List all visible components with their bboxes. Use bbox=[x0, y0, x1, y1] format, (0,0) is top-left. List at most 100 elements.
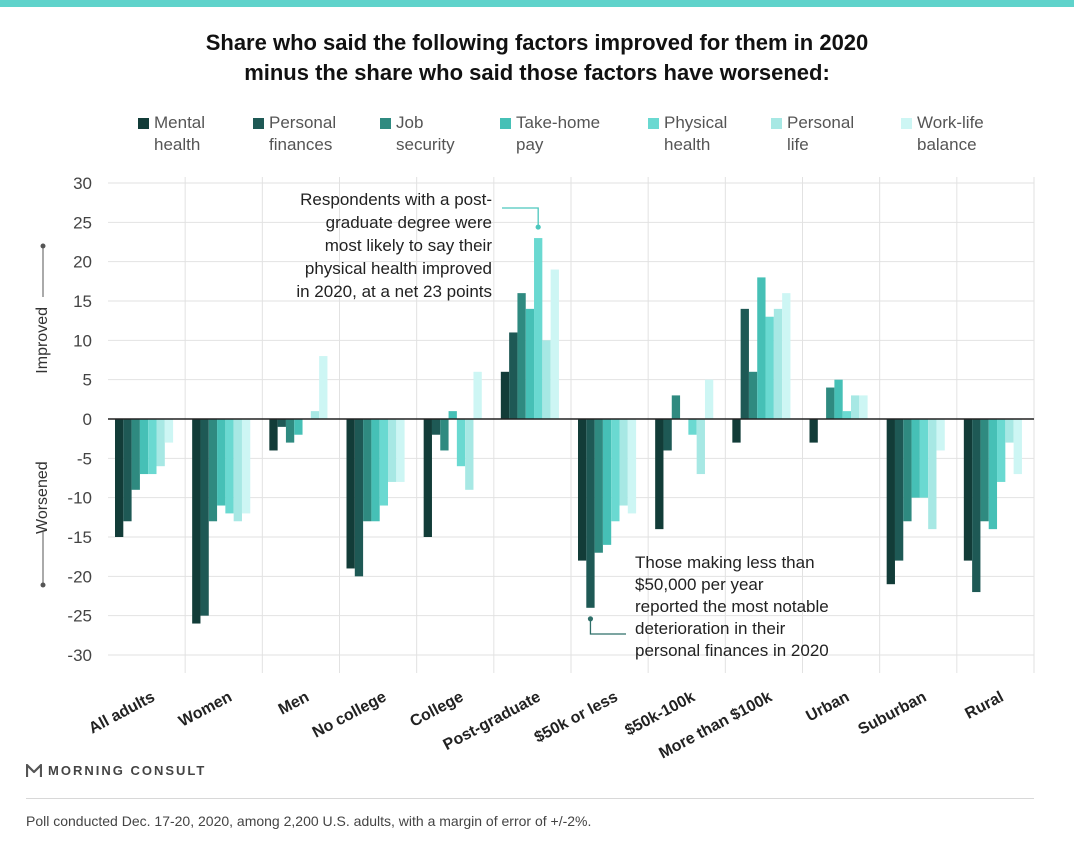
bar bbox=[269, 419, 278, 451]
legend-label-line: security bbox=[396, 135, 455, 154]
bar bbox=[217, 419, 226, 506]
bar bbox=[208, 419, 218, 522]
bar bbox=[285, 419, 295, 443]
bar bbox=[294, 419, 303, 435]
x-category-label: Women bbox=[176, 689, 235, 731]
y-tick-label: 15 bbox=[73, 292, 92, 311]
legend-label: Take-home pay bbox=[516, 112, 600, 156]
footnote: Poll conducted Dec. 17-20, 2020, among 2… bbox=[26, 813, 592, 829]
bar bbox=[388, 419, 397, 482]
legend-label-line: Mental bbox=[154, 113, 206, 132]
legend-swatch bbox=[138, 118, 149, 129]
bar bbox=[859, 395, 868, 419]
bar bbox=[123, 419, 132, 522]
bar bbox=[241, 419, 251, 514]
bar bbox=[809, 419, 818, 443]
annotation-2-line: Those making less than bbox=[635, 553, 815, 572]
x-category-label: College bbox=[407, 688, 466, 730]
legend-swatch bbox=[648, 118, 659, 129]
annotation-2-line: deterioration in their bbox=[635, 619, 786, 638]
bar bbox=[542, 340, 551, 419]
chart-legend: Mental health Personal finances Job security T… bbox=[0, 112, 1074, 162]
bar bbox=[423, 419, 432, 537]
legend-label: Physical health bbox=[664, 112, 727, 156]
annotation-1-leader bbox=[502, 207, 539, 228]
bar bbox=[773, 308, 783, 419]
bar bbox=[115, 419, 124, 537]
annotation-1-line: physical health improved bbox=[305, 259, 492, 278]
bar bbox=[456, 419, 466, 467]
y-tick-label: 30 bbox=[73, 174, 92, 193]
legend-label-line: Job bbox=[396, 113, 424, 132]
legend-swatch bbox=[771, 118, 782, 129]
bar bbox=[1005, 419, 1014, 443]
morning-consult-logo-icon bbox=[26, 764, 42, 777]
legend-label: Mental health bbox=[154, 112, 205, 156]
bar bbox=[473, 371, 482, 419]
bar bbox=[371, 419, 380, 522]
top-accent-bar bbox=[0, 0, 1074, 7]
bar bbox=[894, 419, 904, 561]
x-category-label: $50k or less bbox=[532, 688, 621, 746]
bar bbox=[310, 411, 320, 419]
bar bbox=[740, 308, 749, 419]
legend-label: Personal finances bbox=[269, 112, 336, 156]
bar bbox=[611, 419, 620, 522]
legend-label-line: Work-life bbox=[917, 113, 984, 132]
footer-divider bbox=[26, 798, 1034, 799]
y-tick-label: 10 bbox=[73, 331, 92, 350]
bar bbox=[972, 419, 981, 593]
bar bbox=[509, 332, 518, 419]
bar bbox=[465, 419, 474, 490]
bar bbox=[602, 419, 612, 545]
bar bbox=[578, 419, 587, 561]
annotation-2-line: $50,000 per year bbox=[635, 575, 764, 594]
y-tick-label: 20 bbox=[73, 253, 92, 272]
bar bbox=[980, 419, 989, 522]
legend-label-line: pay bbox=[516, 135, 544, 154]
y-axis-label-improved: Improved bbox=[34, 307, 51, 374]
legend-label-line: Take-home bbox=[516, 113, 601, 132]
bar bbox=[834, 379, 843, 419]
y-tick-label: 0 bbox=[83, 410, 92, 429]
legend-label-line: Physical bbox=[664, 113, 728, 132]
annotation-1-line: graduate degree were bbox=[326, 213, 492, 232]
legend-label: Personal life bbox=[787, 112, 854, 156]
y-tick-label: 5 bbox=[83, 371, 92, 390]
bar bbox=[586, 419, 595, 608]
y-tick-label: -10 bbox=[67, 489, 92, 508]
bar bbox=[851, 395, 860, 419]
x-category-label: All adults bbox=[86, 688, 158, 737]
chart-title-line-1: Share who said the following factors imp… bbox=[205, 30, 869, 55]
legend-label-line: health bbox=[154, 135, 201, 154]
bar bbox=[148, 419, 157, 475]
legend-label-line: life bbox=[787, 135, 809, 154]
bar bbox=[200, 419, 209, 616]
legend-label: Work-life balance bbox=[917, 112, 984, 156]
bar bbox=[842, 411, 851, 419]
annotation-2-line: reported the most notable bbox=[635, 597, 829, 616]
bar bbox=[782, 293, 791, 419]
legend-swatch bbox=[901, 118, 912, 129]
x-category-label: Suburban bbox=[855, 689, 929, 739]
bar bbox=[732, 419, 741, 443]
y-tick-label: -5 bbox=[77, 449, 92, 468]
bar bbox=[594, 419, 603, 553]
legend-label: Job security bbox=[396, 112, 455, 156]
bar bbox=[319, 356, 328, 419]
bar bbox=[928, 419, 937, 530]
bar bbox=[696, 419, 705, 475]
bar bbox=[448, 411, 457, 419]
x-category-label: Men bbox=[276, 689, 312, 719]
x-category-label: Rural bbox=[962, 689, 1006, 723]
bar bbox=[663, 419, 672, 451]
bar bbox=[354, 419, 364, 577]
bar bbox=[688, 419, 697, 435]
bar bbox=[431, 419, 441, 435]
bar bbox=[963, 419, 973, 561]
x-category-label: No college bbox=[310, 688, 390, 741]
legend-label-line: Personal bbox=[787, 113, 855, 132]
bar bbox=[997, 419, 1006, 482]
y-tick-label: -25 bbox=[67, 607, 92, 626]
annotation-2-dot bbox=[587, 616, 594, 622]
